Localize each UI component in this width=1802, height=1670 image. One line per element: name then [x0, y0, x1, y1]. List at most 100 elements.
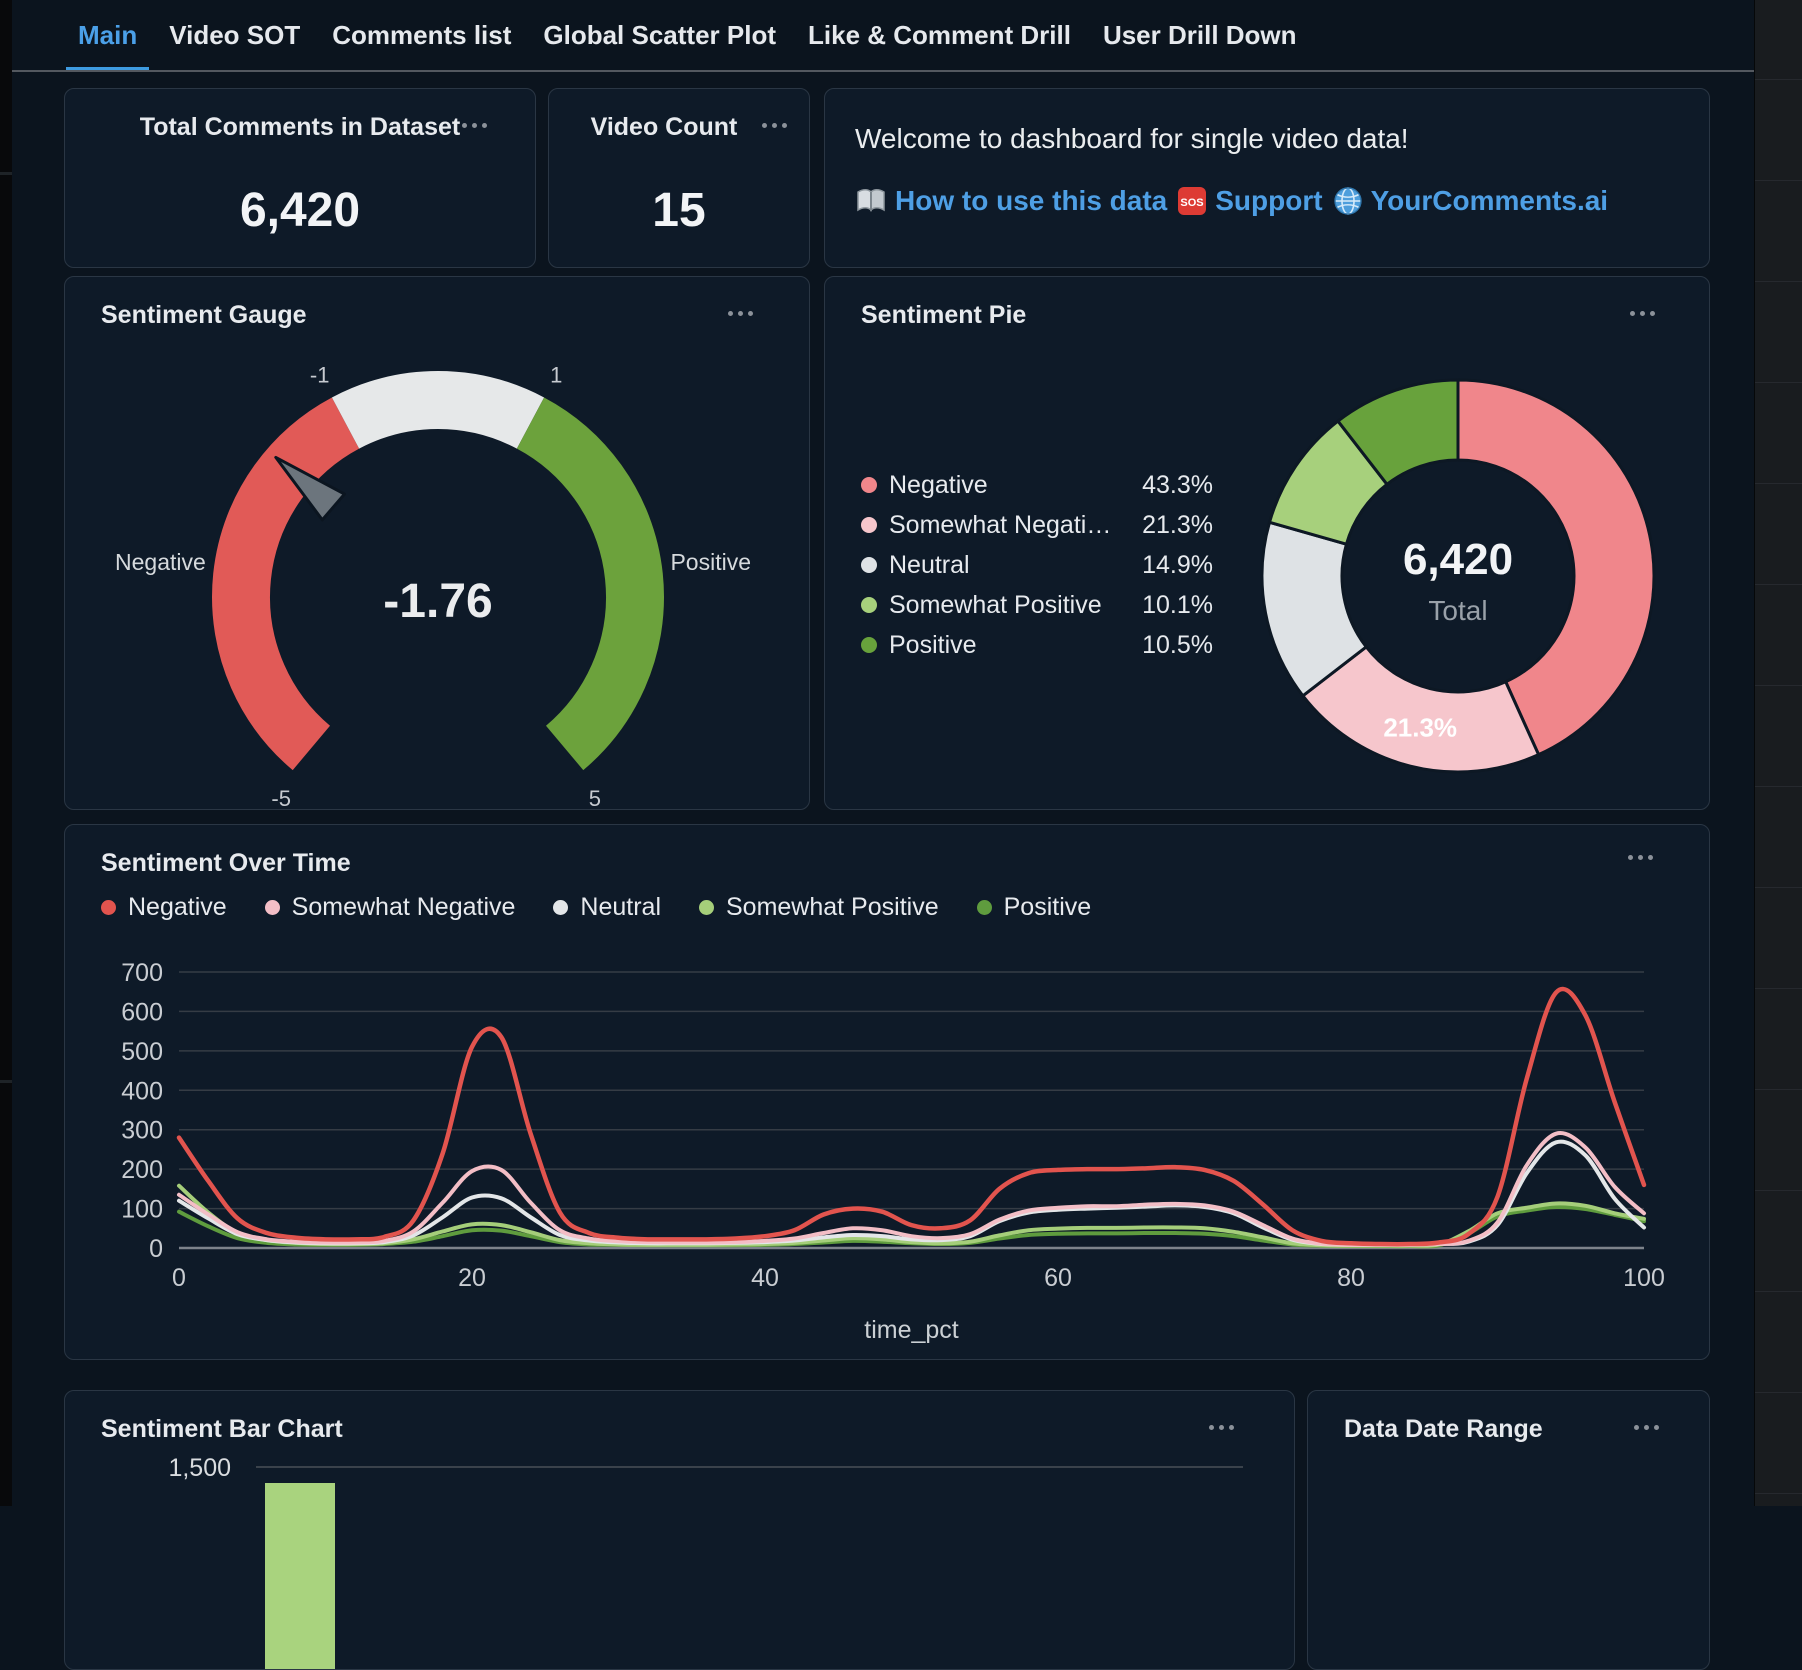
- legend-percent: 10.1%: [1142, 590, 1213, 619]
- legend-dot: [976, 900, 992, 915]
- welcome-heading: Welcome to dashboard for single video da…: [855, 123, 1409, 154]
- panel-menu-button[interactable]: [1634, 1425, 1659, 1430]
- link-label: YourComments.ai: [1370, 185, 1609, 216]
- pie-legend: Negative 43.3% Somewhat Negati… 21.3% Neutra…: [861, 465, 1213, 665]
- legend-dot: [861, 637, 877, 653]
- panel-title: Video Count: [590, 113, 738, 141]
- right-edge-line: [1755, 685, 1802, 686]
- panel-menu-button[interactable]: [762, 123, 787, 128]
- panel-menu-button[interactable]: [462, 123, 487, 128]
- line-chart-legend: Negative Somewhat Negative Neutral Somewhat…: [101, 893, 1091, 922]
- link-yourcomments[interactable]: YourComments.ai: [1333, 185, 1609, 217]
- tab-video-sot[interactable]: Video SOT: [169, 19, 301, 50]
- svg-text:500: 500: [121, 1038, 163, 1066]
- left-edge-mark: [0, 1080, 12, 1083]
- globe-icon: [1333, 187, 1362, 215]
- legend-label: Positive: [889, 630, 977, 659]
- svg-text:40: 40: [751, 1264, 779, 1292]
- svg-text:-5: -5: [271, 786, 291, 810]
- legend-label: Neutral: [580, 893, 661, 921]
- legend-label: Somewhat Negati…: [889, 510, 1112, 539]
- tab-global-scatter-plot[interactable]: Global Scatter Plot: [543, 19, 776, 50]
- right-edge-line: [1755, 281, 1802, 282]
- legend-percent: 43.3%: [1142, 470, 1213, 499]
- panel-title: Sentiment Bar Chart: [101, 1415, 343, 1443]
- panel-sentiment-gauge: Sentiment Gauge -5 -1 1 5 -1.76 Negative Pos…: [64, 276, 810, 810]
- panel-menu-button[interactable]: [1209, 1425, 1234, 1430]
- svg-text:0: 0: [149, 1235, 163, 1263]
- svg-text:700: 700: [121, 959, 163, 987]
- link-label: How to use this data: [895, 185, 1168, 216]
- svg-text:100: 100: [121, 1196, 163, 1224]
- right-edge-line: [1755, 887, 1802, 888]
- svg-text:-1: -1: [310, 362, 330, 387]
- legend-label: Positive: [1003, 893, 1092, 921]
- sentiment-bar-chart: 1,500: [168, 1454, 1243, 1669]
- panel-sentiment-over-time: Sentiment Over Time Negative Somewhat Neg…: [64, 824, 1710, 1360]
- legend-percent: 14.9%: [1142, 550, 1213, 579]
- panel-menu-button[interactable]: [1628, 855, 1653, 860]
- legend-dot: [553, 900, 569, 915]
- panel-menu-button[interactable]: [1630, 311, 1655, 316]
- panel-menu-button[interactable]: [728, 311, 753, 316]
- right-edge-line: [1755, 483, 1802, 484]
- right-edge-line: [1755, 382, 1802, 383]
- tab-main[interactable]: Main: [66, 0, 150, 72]
- right-edge-line: [1755, 79, 1802, 80]
- link-how-to-use[interactable]: How to use this data: [855, 185, 1167, 217]
- svg-text:Total: Total: [1428, 595, 1487, 626]
- line-legend-item-somewhat-negative[interactable]: Somewhat Negative: [264, 893, 516, 922]
- video-count-value: 15: [652, 184, 706, 237]
- gauge-negative-label: Negative: [115, 549, 206, 575]
- welcome-links: How to use this data SOS Support: [855, 185, 1608, 217]
- panel-data-date-range: Data Date Range: [1307, 1390, 1710, 1670]
- right-edge-line: [1755, 180, 1802, 181]
- pie-legend-item-positive[interactable]: Positive 10.5%: [861, 625, 1213, 665]
- legend-label: Neutral: [889, 550, 970, 579]
- tab-user-drill-down[interactable]: User Drill Down: [1102, 19, 1297, 50]
- legend-label: Somewhat Positive: [726, 893, 939, 921]
- line-legend-item-somewhat-positive[interactable]: Somewhat Positive: [699, 893, 939, 922]
- book-icon: [857, 189, 885, 212]
- svg-text:20: 20: [458, 1264, 486, 1292]
- right-edge-line: [1755, 1089, 1802, 1090]
- pie-legend-item-somewhat-positive[interactable]: Somewhat Positive 10.1%: [861, 585, 1213, 625]
- svg-text:200: 200: [121, 1156, 163, 1184]
- sentiment-gauge-chart: -5 -1 1 5 -1.76: [212, 362, 664, 810]
- svg-text:21.3%: 21.3%: [1383, 712, 1457, 742]
- line-legend-item-neutral[interactable]: Neutral: [553, 893, 661, 922]
- panel-welcome: Welcome to dashboard for single video da…: [824, 88, 1710, 268]
- legend-dot: [264, 900, 280, 915]
- right-edge-line: [1755, 1291, 1802, 1292]
- panel-sentiment-pie: Sentiment Pie Negative 43.3% Somewhat Nega…: [824, 276, 1710, 810]
- line-legend-item-negative[interactable]: Negative: [101, 893, 227, 922]
- right-edge-line: [1755, 1493, 1802, 1494]
- line-legend-item-positive[interactable]: Positive: [976, 893, 1092, 922]
- panel-video-count: Video Count 15: [548, 88, 810, 268]
- legend-dot: [861, 557, 877, 573]
- legend-percent: 10.5%: [1142, 630, 1213, 659]
- sentiment-pie-chart: 21.3% 6,420 Total: [1260, 378, 1656, 774]
- svg-text:-1.76: -1.76: [383, 575, 492, 628]
- svg-text:5: 5: [589, 786, 601, 810]
- legend-label: Somewhat Negative: [291, 893, 516, 921]
- pie-legend-item-neutral[interactable]: Neutral 14.9%: [861, 545, 1213, 585]
- tab-comments-list[interactable]: Comments list: [332, 19, 512, 50]
- panel-total-comments: Total Comments in Dataset 6,420: [64, 88, 536, 268]
- panel-title: Sentiment Pie: [861, 301, 1027, 329]
- right-edge-line: [1755, 1190, 1802, 1191]
- left-edge-strip: [0, 0, 12, 1506]
- legend-label: Negative: [128, 893, 227, 921]
- tab-like-comment-drill[interactable]: Like & Comment Drill: [808, 19, 1071, 50]
- svg-text:400: 400: [121, 1077, 163, 1105]
- panel-title: Total Comments in Dataset: [139, 113, 461, 141]
- link-support[interactable]: SOS Support: [1177, 185, 1323, 217]
- pie-legend-item-negative[interactable]: Negative 43.3%: [861, 465, 1213, 505]
- legend-label: Negative: [889, 470, 988, 499]
- left-edge-mark: [0, 172, 12, 175]
- legend-dot: [699, 900, 714, 915]
- pie-legend-item-somewhat-negative[interactable]: Somewhat Negati… 21.3%: [861, 505, 1213, 545]
- sos-icon: SOS: [1178, 187, 1207, 215]
- svg-text:SOS: SOS: [1181, 197, 1204, 209]
